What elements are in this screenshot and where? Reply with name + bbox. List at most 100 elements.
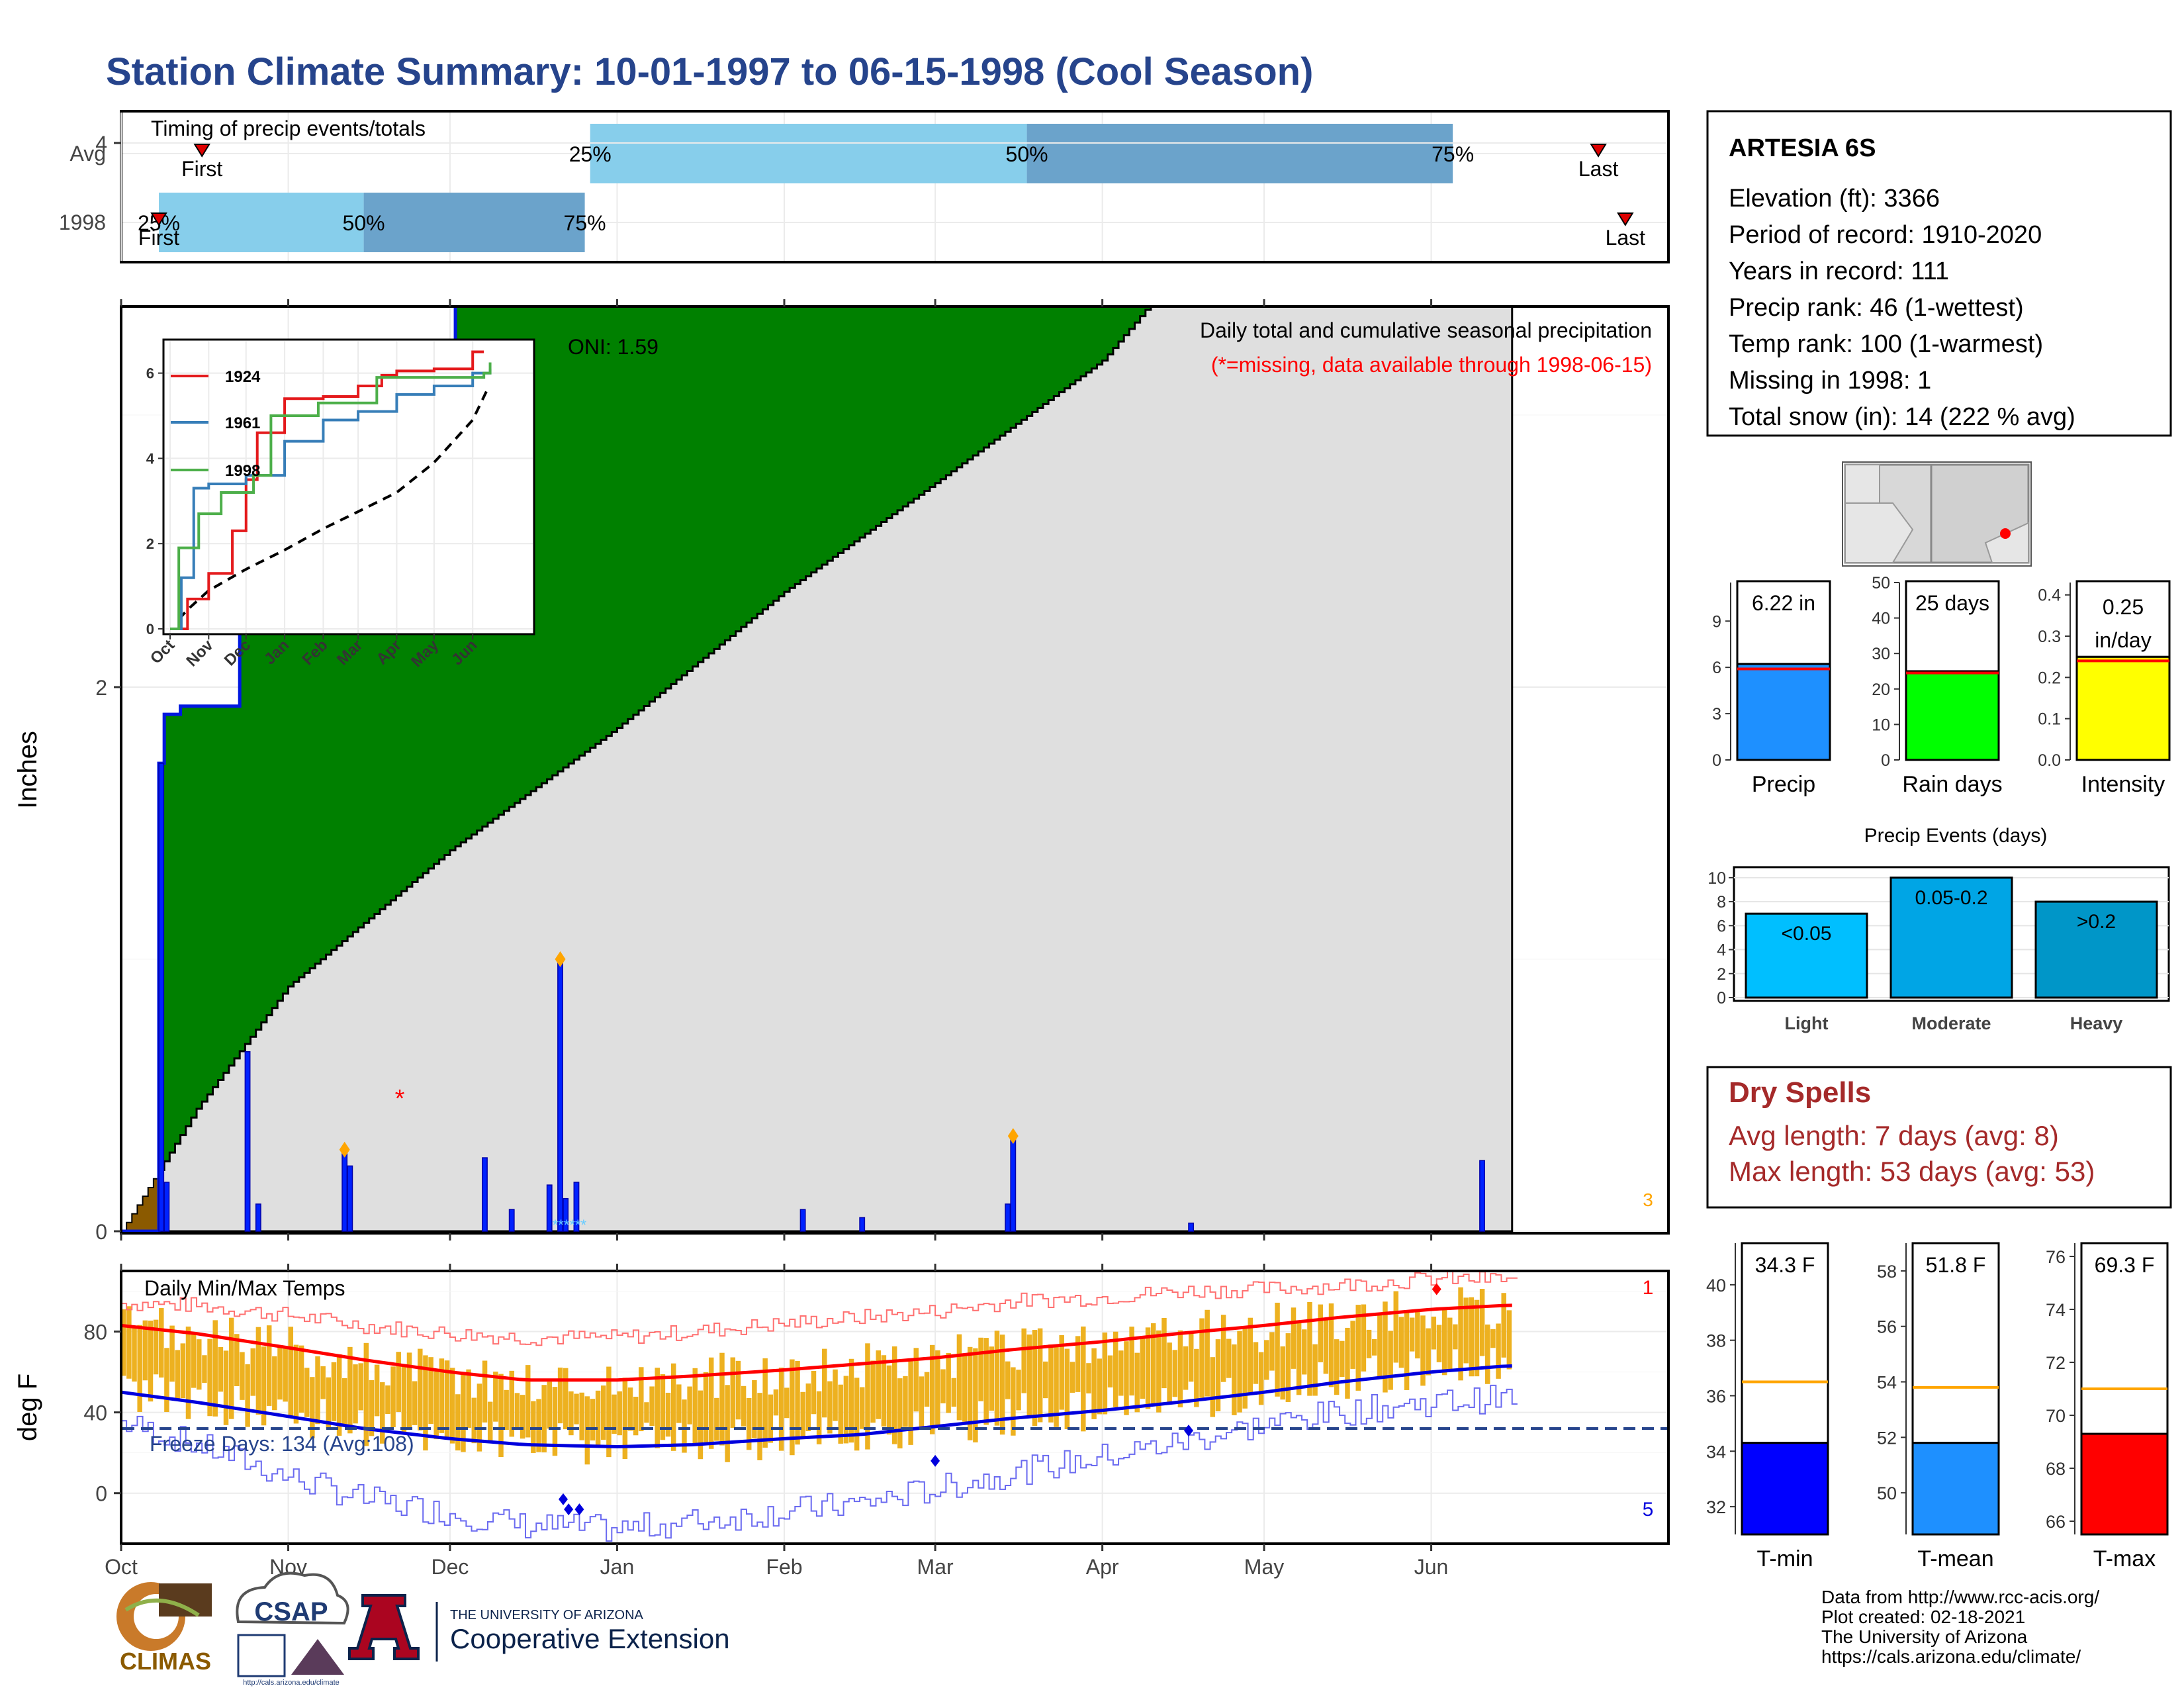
events-y-tick: 4: [1717, 941, 1726, 960]
temp-summary-value: 69.3 F: [2095, 1253, 2155, 1277]
daily-temp-bar: [487, 1401, 493, 1442]
month-tick-label: May: [1244, 1555, 1284, 1579]
daily-temp-bar: [255, 1327, 261, 1415]
daily-temp-bar: [1328, 1303, 1334, 1387]
daily-temp-bar: [1458, 1287, 1463, 1381]
daily-temp-bar: [838, 1384, 843, 1444]
daily-temp-bar: [1097, 1358, 1102, 1415]
daily-temp-bar: [601, 1385, 606, 1440]
daily-temp-bar: [655, 1368, 660, 1448]
daily-temp-bar: [331, 1362, 337, 1421]
avg-max-line: [121, 1303, 1512, 1382]
daily-temp-bar: [897, 1378, 903, 1449]
daily-temp-bar: [719, 1352, 725, 1446]
daily-temp-bar: [1140, 1338, 1146, 1399]
temp-summary-y-tick: 50: [1877, 1483, 1897, 1503]
daily-temp-bar: [1291, 1307, 1297, 1369]
daily-temp-bar: [698, 1390, 704, 1460]
temp-summary-y-tick: 56: [1877, 1317, 1897, 1337]
daily-temp-bar: [1226, 1338, 1232, 1378]
daily-temp-bar: [967, 1346, 973, 1440]
daily-temp-bar: [310, 1377, 315, 1438]
daily-temp-bar: [1340, 1340, 1345, 1378]
page-title: Station Climate Summary: 10-01-1997 to 0…: [106, 50, 1313, 93]
daily-temp-bar: [412, 1381, 418, 1425]
temp-summary-y-tick: 34: [1706, 1442, 1726, 1462]
daily-temp-bar: [956, 1334, 962, 1421]
snow-marker-icon: [555, 951, 566, 967]
summary-y-tick: 40: [1872, 610, 1890, 628]
daily-temp-bar: [1005, 1361, 1011, 1399]
daily-temp-bar: [531, 1401, 536, 1453]
precip-events-chart: Precip Events (days) 0 2 4 6 8 10 <0.05 Light 0.…: [1707, 825, 2170, 1033]
inset-legend-label: 1924: [225, 368, 261, 386]
summary-bar-label: Rain days: [1902, 772, 2002, 797]
daily-temp-bar: [1156, 1330, 1161, 1413]
record-marker-icon: [931, 1454, 940, 1467]
daily-temp-bar: [1501, 1293, 1506, 1358]
events-y-tick: 10: [1707, 869, 1726, 888]
daily-temp-bar: [1069, 1362, 1075, 1393]
daily-temp-bar: [1124, 1341, 1129, 1415]
daily-temp-bar: [865, 1343, 870, 1450]
daily-temp-bar: [983, 1338, 989, 1425]
daily-temp-bar: [1177, 1330, 1183, 1408]
daily-temp-bar: [1026, 1335, 1032, 1417]
daily-precip-bar: [1005, 1203, 1011, 1232]
daily-temp-bar: [283, 1346, 288, 1402]
timing-first-label: First: [181, 157, 222, 181]
daily-temp-bar: [876, 1350, 881, 1419]
daily-temp-bar: [455, 1394, 461, 1451]
precip-y-label: Inches: [13, 731, 42, 809]
daily-temp-bar: [169, 1325, 175, 1382]
daily-temp-bar: [358, 1363, 363, 1411]
daily-temp-bar: [525, 1365, 531, 1438]
daily-temp-bar: [1285, 1333, 1291, 1402]
freeze-days-label: Freeze Days: 134 (Avg:108): [150, 1432, 414, 1456]
event-bar: [2034, 900, 2158, 999]
inset-y-tick: 6: [146, 365, 154, 382]
daily-temp-bar: [746, 1397, 752, 1450]
daily-temp-bar: [336, 1354, 342, 1436]
daily-temp-bar: [347, 1346, 353, 1434]
daily-temp-bar: [433, 1371, 439, 1440]
daily-precip-bar: [1188, 1222, 1195, 1232]
daily-temp-bar: [1091, 1348, 1097, 1419]
daily-temp-bar: [1199, 1318, 1205, 1398]
month-tick-label: Apr: [1086, 1555, 1119, 1579]
summary-y-tick: 0: [1712, 751, 1721, 770]
daily-precip-bar: [859, 1217, 866, 1232]
temp-title: Daily Min/Max Temps: [144, 1276, 345, 1300]
climas-logo-text: CLIMAS: [120, 1648, 211, 1675]
missing-note: (*=missing, data available through 1998-…: [1211, 353, 1652, 377]
daily-temp-bar: [1463, 1297, 1469, 1364]
summary-y-tick: 50: [1872, 574, 1890, 592]
climas-logo: CLIMAS: [116, 1582, 212, 1675]
daily-temp-bar: [692, 1368, 698, 1446]
daily-temp-bar: [1059, 1335, 1064, 1410]
summary-bar-charts: 0 3 6 9 6.22 in Precip 0 10 20 30 40 50 25 days Rain …: [1712, 574, 2171, 797]
daily-temp-bar: [1496, 1323, 1501, 1379]
inset-y-tick: 2: [146, 536, 154, 552]
event-category-label: Light: [1785, 1013, 1829, 1033]
daily-temp-bar: [946, 1352, 951, 1413]
snow-marker-icon: [339, 1141, 350, 1158]
daily-precip-bar: [508, 1209, 515, 1232]
daily-temp-bar: [795, 1360, 800, 1445]
summary-y-tick: 0.4: [2038, 586, 2061, 605]
temp-summary-y-tick: 70: [2046, 1406, 2066, 1426]
daily-temp-bar: [536, 1399, 541, 1452]
dry-spells-title: Dry Spells: [1729, 1076, 1871, 1109]
daily-temp-bar: [790, 1359, 795, 1456]
daily-precip-bar: [573, 1182, 580, 1232]
footer-plot-created: Plot created: 02-18-2021: [1821, 1607, 2025, 1627]
summary-value-unit: in/day: [2095, 628, 2151, 652]
daily-temp-bar: [665, 1392, 671, 1437]
daily-temp-bar: [1161, 1317, 1167, 1389]
daily-temp-bar: [617, 1391, 622, 1436]
timing-marker-icon: [193, 144, 210, 158]
daily-temp-bar: [320, 1366, 326, 1399]
daily-temp-bar: [994, 1331, 1000, 1426]
daily-temp-bar: [509, 1370, 515, 1437]
month-tick-label: Oct: [105, 1555, 138, 1579]
